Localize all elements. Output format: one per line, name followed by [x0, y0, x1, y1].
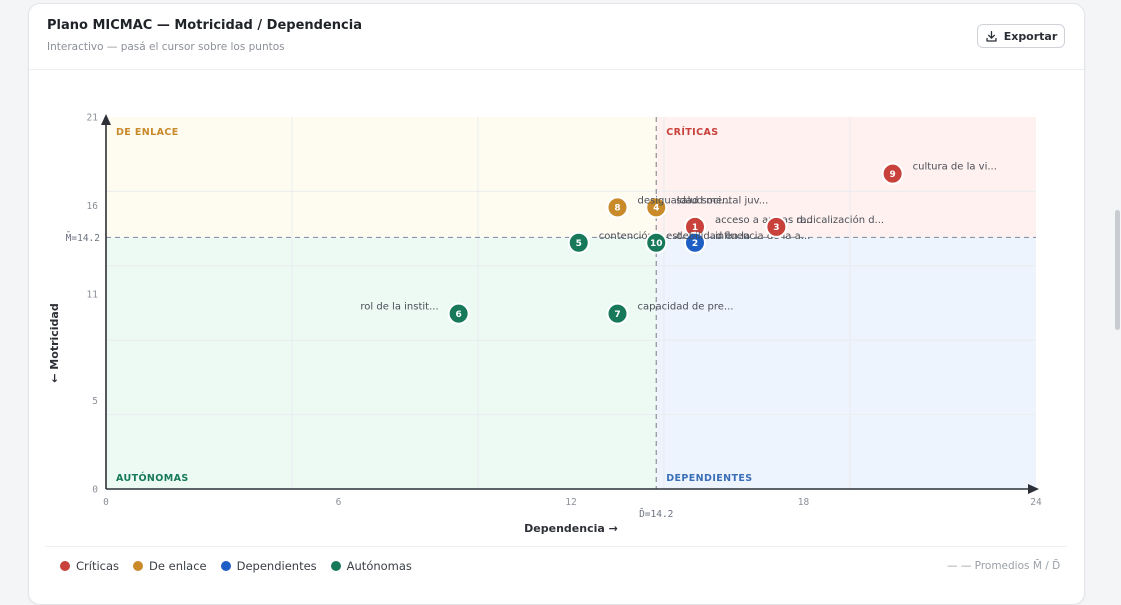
quadrant-label-criticas: CRÍTICAS	[666, 126, 718, 138]
y-tick-label: 0	[92, 485, 98, 496]
legend-dot	[220, 561, 231, 571]
point-marker	[645, 196, 668, 219]
quadrant-dependientes	[656, 237, 1036, 489]
point-marker	[567, 231, 590, 254]
y-tick-label: 11	[87, 290, 99, 301]
x-tick-label: 12	[565, 497, 576, 508]
quadrant-criticas	[656, 117, 1036, 238]
legend-item-3[interactable]: Dependientes	[220, 559, 317, 573]
x-tick-label: 24	[1030, 497, 1042, 508]
legend-label: Dependientes	[236, 559, 317, 573]
x-tick-label: 0	[103, 497, 109, 508]
point-label: cultura de la vi...	[913, 162, 997, 173]
point-label: influencia de la a...	[715, 231, 810, 242]
download-icon	[986, 30, 997, 42]
y-tick-label: 21	[87, 113, 99, 124]
x-axis-label: Dependencia →	[524, 522, 618, 535]
y-tick-label: 5	[92, 396, 98, 407]
point-marker	[447, 302, 470, 325]
point-marker	[606, 302, 629, 325]
legend-divider	[45, 546, 1067, 547]
data-point-9[interactable]: 9 cultura de la vi...	[881, 162, 997, 185]
averages-note: — — Promedios M̄ / D̄	[947, 560, 1061, 572]
point-number: 7	[614, 310, 620, 320]
quadrant-de-enlace	[106, 117, 657, 238]
legend-item-1[interactable]: Críticas	[60, 559, 119, 573]
point-label: radicalización d...	[796, 214, 884, 226]
point-number: 6	[455, 310, 461, 320]
point-marker	[606, 196, 629, 219]
legend-dot	[330, 561, 341, 571]
point-number: 4	[653, 204, 659, 214]
quadrant-label-dependientes: DEPENDIENTES	[666, 473, 752, 484]
data-point-10[interactable]: 10 debilidad en la ...	[645, 231, 763, 254]
legend-dot	[133, 561, 144, 571]
legend-dot	[60, 561, 70, 571]
data-point-3[interactable]: 3 radicalización d...	[765, 214, 884, 238]
y-axis-arrow	[101, 114, 111, 125]
point-label: contención y est...	[599, 230, 691, 242]
point-number: 5	[576, 239, 582, 249]
chart-legend: Críticas De enlace Dependientes Autónomas	[60, 559, 412, 573]
quadrant-autonomas	[106, 237, 657, 489]
point-label: acceso a armas d...	[715, 215, 812, 226]
data-point-7[interactable]: 7 capacidad de pre...	[606, 302, 734, 325]
point-number: 8	[614, 204, 620, 214]
point-label: salud mental juv...	[676, 195, 768, 206]
data-point-5[interactable]: 5 contención y est...	[567, 230, 691, 254]
y-axis-label: ← Motricidad	[48, 303, 61, 382]
quadrant-label-de-enlace: DE ENLACE	[116, 127, 179, 138]
data-point-8[interactable]: 8 desigualdad soci...	[606, 195, 731, 219]
legend-item-2[interactable]: De enlace	[133, 559, 207, 573]
micmac-chart: DE ENLACE CRÍTICAS AUTÓNOMAS DEPENDIENTES M̄…	[48, 113, 1042, 536]
card-header: Plano MICMAC — Motricidad / Dependencia …	[29, 4, 1084, 70]
point-number: 1	[692, 223, 698, 233]
average-motricidad-label: M̄=14.2	[66, 232, 100, 244]
legend-item-4[interactable]: Autónomas	[330, 559, 412, 573]
point-number: 3	[773, 223, 779, 233]
point-marker	[684, 231, 706, 254]
data-point-2[interactable]: 2 influencia de la a...	[684, 231, 810, 254]
page-title: Plano MICMAC — Motricidad / Dependencia	[47, 18, 362, 33]
scrollbar[interactable]	[1115, 210, 1120, 330]
average-dependencia-label: D̄=14.2	[639, 508, 673, 520]
y-tick-label: 16	[87, 201, 99, 212]
x-axis-arrow	[1028, 484, 1039, 494]
point-marker	[645, 231, 668, 254]
point-marker	[765, 215, 788, 238]
point-label: desigualdad soci...	[638, 195, 731, 206]
legend-label: Críticas	[76, 559, 120, 573]
data-point-6[interactable]: 6 rol de la instit...	[360, 302, 470, 325]
export-button-label: Exportar	[1003, 29, 1058, 43]
data-point-4[interactable]: 4 salud mental juv...	[645, 195, 768, 219]
point-label: debilidad en la ...	[676, 231, 762, 242]
x-tick-label: 18	[798, 497, 810, 508]
point-label: rol de la instit...	[360, 302, 438, 313]
legend-label: De enlace	[149, 559, 207, 573]
quadrant-label-autonomas: AUTÓNOMAS	[116, 472, 189, 484]
page-subtitle: Interactivo — pasá el cursor sobre los p…	[47, 41, 285, 53]
point-number: 2	[692, 239, 698, 249]
point-marker	[881, 162, 904, 185]
x-tick-label: 6	[336, 497, 342, 508]
point-label: capacidad de pre...	[638, 302, 734, 313]
point-number: 9	[889, 170, 895, 180]
point-number: 10	[650, 239, 663, 249]
legend-label: Autónomas	[346, 559, 412, 573]
export-button[interactable]: Exportar	[977, 24, 1065, 48]
